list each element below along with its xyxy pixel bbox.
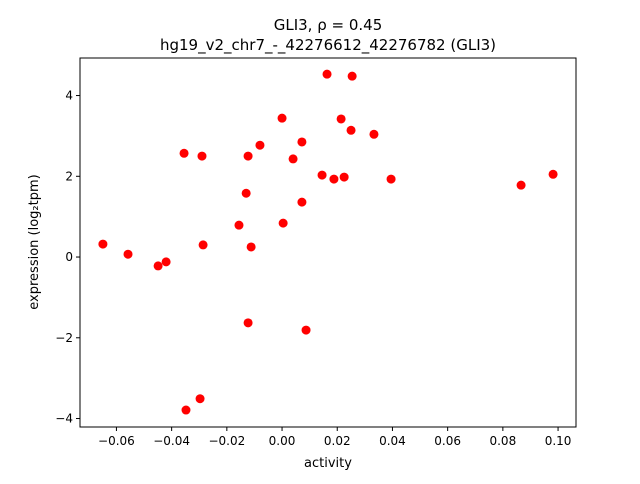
data-point <box>301 325 311 335</box>
data-point <box>346 125 356 135</box>
data-point <box>179 148 189 158</box>
x-axis-ticks: −0.06 −0.04 −0.02 0.00 0.02 0.04 0.06 0.08 0.10 <box>98 427 571 448</box>
data-point <box>369 129 379 139</box>
x-tick-label: 0.06 <box>434 434 461 448</box>
data-point <box>278 218 288 228</box>
data-point <box>234 220 244 230</box>
data-point <box>347 71 357 81</box>
data-point <box>123 249 133 259</box>
data-point <box>255 140 265 150</box>
y-tick-label: −2 <box>55 331 73 345</box>
data-point <box>153 261 163 271</box>
y-tick-label: −4 <box>55 412 73 426</box>
x-tick-label: 0.08 <box>489 434 516 448</box>
data-point <box>198 240 208 250</box>
data-point <box>386 174 396 184</box>
data-point <box>317 170 327 180</box>
data-point <box>197 151 207 161</box>
x-tick-label: 0.10 <box>545 434 572 448</box>
data-point <box>297 137 307 147</box>
y-tick-label: 0 <box>65 250 73 264</box>
data-point <box>241 188 251 198</box>
data-point <box>548 169 558 179</box>
y-tick-label: 2 <box>65 169 73 183</box>
plot-frame <box>79 57 577 428</box>
data-point <box>243 151 253 161</box>
x-tick-label: −0.04 <box>153 434 190 448</box>
data-point <box>339 172 349 182</box>
y-axis-ticks: −4 −2 0 2 4 <box>55 89 80 426</box>
data-point <box>98 239 108 249</box>
data-point <box>322 69 332 79</box>
x-tick-label: 0.00 <box>269 434 296 448</box>
x-tick-label: −0.06 <box>98 434 135 448</box>
data-point <box>243 318 253 328</box>
data-point <box>181 405 191 415</box>
x-tick-label: −0.02 <box>208 434 245 448</box>
data-points <box>98 69 558 415</box>
data-point <box>288 154 298 164</box>
y-axis-label: expression (log₂tpm) <box>27 174 42 309</box>
data-point <box>195 394 205 404</box>
x-tick-label: 0.04 <box>379 434 406 448</box>
data-point <box>329 174 339 184</box>
data-point <box>246 242 256 252</box>
data-point <box>516 180 526 190</box>
chart-title-line2: hg19_v2_chr7_-_42276612_42276782 (GLI3) <box>160 36 496 55</box>
data-point <box>297 197 307 207</box>
data-point <box>277 113 287 123</box>
data-point <box>336 114 346 124</box>
x-axis-label: activity <box>304 456 352 471</box>
y-tick-label: 4 <box>65 89 73 103</box>
chart-title-line1: GLI3, ρ = 0.45 <box>274 16 383 34</box>
x-tick-label: 0.02 <box>324 434 351 448</box>
data-point <box>161 257 171 267</box>
